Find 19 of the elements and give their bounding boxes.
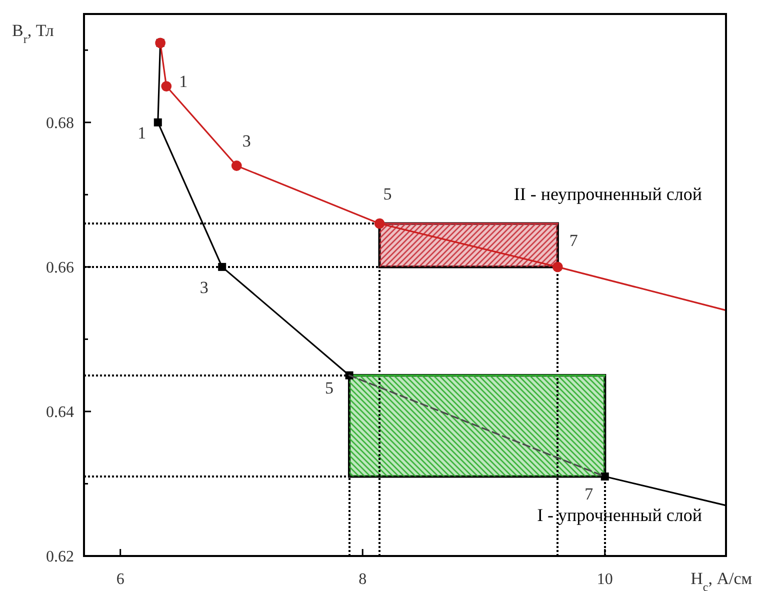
x-tick-label: 10 xyxy=(596,571,613,588)
annotation: 7 xyxy=(569,230,578,250)
annotation: 5 xyxy=(383,184,392,204)
y-tick-label: 0.66 xyxy=(46,260,74,277)
annotation: 5 xyxy=(325,378,334,398)
series-label: I - упрочненный слой xyxy=(537,504,702,525)
y-tick-label: 0.68 xyxy=(46,115,74,132)
annotation: 1 xyxy=(138,123,146,142)
y-axis-title: B$_{r}$, Тл xyxy=(12,21,54,46)
annotation: 1 xyxy=(179,72,188,92)
x-tick-label: 8 xyxy=(358,571,367,588)
y-tick-label: 0.64 xyxy=(46,404,74,422)
y-tick-label: 0.62 xyxy=(46,548,74,566)
annotation: 3 xyxy=(200,278,208,297)
x-tick-label: 6 xyxy=(116,571,124,588)
x-axis-title: H$_{c}$, А/см xyxy=(690,569,752,591)
annotation: 3 xyxy=(242,132,251,151)
annotation: 7 xyxy=(584,484,594,504)
text: II - неупрочненный слой xyxy=(514,184,702,204)
